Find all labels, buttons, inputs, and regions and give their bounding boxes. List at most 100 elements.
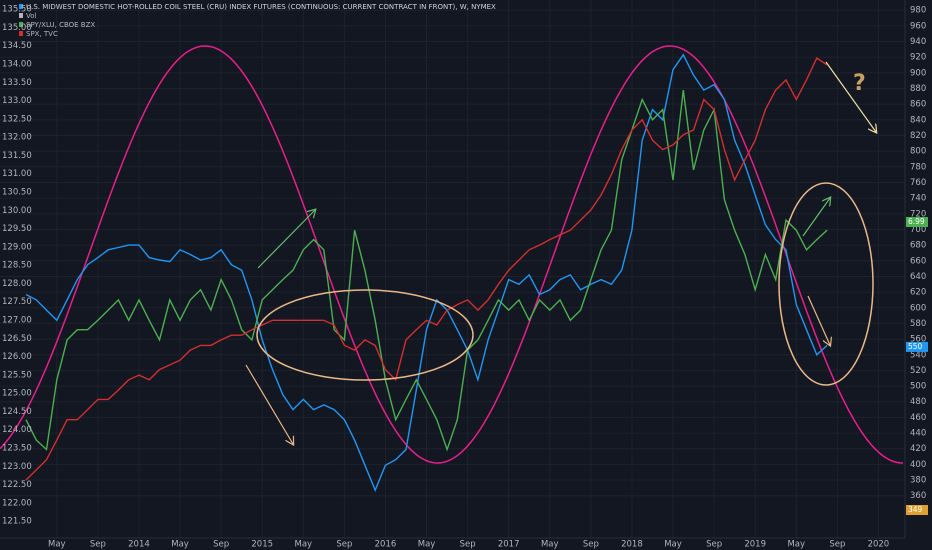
y-tick-label: 123.00 (2, 462, 32, 472)
x-tick-label: 2019 (744, 540, 766, 550)
price-tag (906, 217, 928, 227)
y2-tick-label: 900 (910, 68, 926, 78)
y2-tick-label: 440 (910, 429, 926, 439)
x-tick-label: May (664, 540, 682, 550)
legend-swatch (19, 22, 23, 27)
y2-tick-label: 520 (910, 366, 926, 376)
y-tick-label: 128.00 (2, 279, 32, 289)
y-tick-label: 133.50 (2, 78, 32, 88)
y-tick-label: 121.50 (2, 517, 32, 527)
y-tick-label: 129.00 (2, 242, 32, 252)
y2-tick-label: 860 (910, 100, 926, 110)
x-tick-label: 2020 (868, 540, 890, 550)
price-tag-label: 550 (908, 342, 923, 351)
legend-entry: Vol (26, 12, 37, 20)
y2-tick-label: 920 (910, 53, 926, 63)
x-tick-label: 2018 (621, 540, 643, 550)
legend-swatch (19, 4, 23, 9)
y-tick-label: 125.00 (2, 389, 32, 399)
y2-tick-label: 480 (910, 397, 926, 407)
y-tick-label: 127.50 (2, 297, 32, 307)
x-tick-label: Sep (583, 540, 599, 550)
x-tick-label: 2015 (251, 540, 273, 550)
y2-tick-label: 360 (910, 491, 926, 501)
price-tag-label: 349 (908, 505, 923, 514)
y-tick-label: 135.50 (2, 5, 32, 15)
y2-tick-label: 720 (910, 209, 926, 219)
price-tag (906, 505, 928, 515)
x-tick-label: May (418, 540, 436, 550)
legend-entry: SPX, TVC (26, 30, 58, 38)
x-tick-label: 2014 (128, 540, 150, 550)
y-tick-label: 126.50 (2, 334, 32, 344)
y2-tick-label: 800 (910, 147, 926, 157)
y2-tick-label: 980 (910, 6, 926, 16)
y-tick-label: 131.50 (2, 151, 32, 161)
y-tick-label: 135.00 (2, 23, 32, 33)
y2-tick-label: 400 (910, 460, 926, 470)
y2-tick-label: 660 (910, 256, 926, 266)
y2-tick-label: 420 (910, 444, 926, 454)
y2-tick-label: 680 (910, 241, 926, 251)
series-line (25, 90, 828, 452)
y-tick-label: 134.50 (2, 41, 32, 51)
y2-tick-label: 780 (910, 162, 926, 172)
x-tick-label: Sep (90, 540, 106, 550)
y-tick-label: 133.00 (2, 96, 32, 106)
y2-tick-label: 940 (910, 37, 926, 47)
series-line (25, 56, 828, 481)
y2-tick-label: 620 (910, 288, 926, 298)
y2-tick-label: 840 (910, 115, 926, 125)
x-tick-label: 2016 (375, 540, 397, 550)
annotation: ? (853, 71, 866, 96)
y2-tick-label: 600 (910, 303, 926, 313)
y2-tick-label: 560 (910, 335, 926, 345)
arrow (825, 61, 876, 132)
cycle-curve (0, 45, 904, 464)
x-tick-label: May (541, 540, 559, 550)
y-tick-label: 128.50 (2, 261, 32, 271)
arrow (802, 198, 830, 237)
legend-entry: SPY/XLU, CBOE BZX (26, 21, 95, 29)
y-tick-label: 122.50 (2, 480, 32, 490)
y-tick-label: 125.50 (2, 370, 32, 380)
ellipse (256, 289, 474, 381)
right-axis-bg (905, 0, 932, 550)
x-tick-label: May (295, 540, 313, 550)
y-tick-label: 124.00 (2, 425, 32, 435)
arrow (257, 210, 315, 269)
y2-tick-label: 880 (910, 84, 926, 94)
y-tick-label: 130.50 (2, 188, 32, 198)
y-tick-label: 127.00 (2, 316, 32, 326)
x-tick-label: Sep (336, 540, 352, 550)
y-tick-label: 132.50 (2, 114, 32, 124)
ellipse (778, 182, 874, 386)
header: U.S. MIDWEST DOMESTIC HOT-ROLLED COIL ST… (19, 3, 496, 38)
x-tick-label: Sep (213, 540, 229, 550)
x-tick-label: May (171, 540, 189, 550)
series-line (25, 53, 828, 493)
y2-tick-label: 580 (910, 319, 926, 329)
y2-tick-label: 380 (910, 476, 926, 486)
legend-swatch (19, 31, 23, 36)
x-tick-label: Sep (706, 540, 722, 550)
lines (25, 53, 828, 493)
y-tick-label: 131.00 (2, 169, 32, 179)
y2-tick-label: 500 (910, 382, 926, 392)
y2-tick-label: 960 (910, 21, 926, 31)
price-tag-label: 6.99 (908, 217, 925, 226)
y-tick-label: 122.00 (2, 498, 32, 508)
y-tick-label: 129.50 (2, 224, 32, 234)
legend-entry: U.S. MIDWEST DOMESTIC HOT-ROLLED COIL ST… (26, 3, 496, 11)
x-tick-label: May (787, 540, 805, 550)
x-tick-label: Sep (460, 540, 476, 550)
y2-tick-label: 700 (910, 225, 926, 235)
y-tick-label: 132.00 (2, 133, 32, 143)
arrow (245, 364, 293, 444)
y-tick-label: 126.00 (2, 352, 32, 362)
x-tick-label: 2017 (498, 540, 520, 550)
y-tick-label: 130.00 (2, 206, 32, 216)
y2-tick-label: 820 (910, 131, 926, 141)
